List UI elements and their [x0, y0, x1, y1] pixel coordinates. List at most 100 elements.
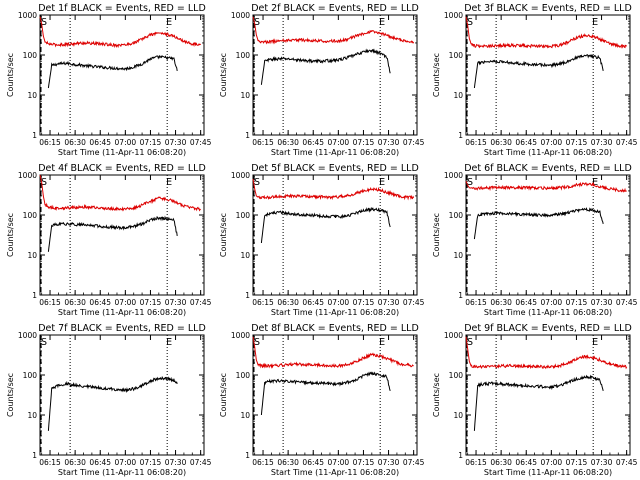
events-series-line [260, 48, 391, 85]
y-tick-label: 1 [245, 451, 250, 460]
plot-frame [252, 14, 418, 136]
x-tick-label: 07:15 [353, 138, 375, 147]
y-tick-label: 1 [458, 451, 463, 460]
end-marker-label: E [592, 337, 598, 348]
x-tick-label: 07:00 [541, 458, 563, 467]
y-tick-label: 10 [240, 91, 250, 100]
x-tick-label: 07:15 [353, 298, 375, 307]
y-tick-label: 10 [453, 411, 463, 420]
x-tick-label: 07:30 [378, 458, 400, 467]
panel-title: Det 1f BLACK = Events, RED = LLD [38, 3, 206, 14]
y-tick-label: 1 [245, 291, 250, 300]
x-tick-label: 06:45 [302, 138, 324, 147]
y-tick-label: 1 [458, 131, 463, 140]
x-tick-label: 06:15 [465, 298, 487, 307]
x-tick-label: 06:30 [277, 298, 299, 307]
x-axis-label: Start Time (11-Apr-11 06:08:20) [484, 148, 612, 157]
x-tick-label: 07:15 [140, 298, 162, 307]
panel-6: Det 6f BLACK = Events, RED = LLD 1 10 100 10… [432, 163, 638, 317]
plot-frame [465, 334, 631, 456]
x-tick-label: 06:30 [277, 138, 299, 147]
x-tick-label: 07:15 [140, 458, 162, 467]
x-tick-label: 07:00 [541, 138, 563, 147]
y-tick-label: 100 [449, 51, 464, 60]
y-tick-label: 1000 [231, 331, 250, 340]
x-tick-label: 06:45 [89, 138, 111, 147]
y-tick-label: 10 [27, 251, 37, 260]
y-tick-label: 100 [449, 371, 464, 380]
y-tick-label: 100 [236, 371, 251, 380]
y-axis-label: Counts/sec [6, 373, 15, 417]
x-axis-label: Start Time (11-Apr-11 06:08:20) [484, 308, 612, 317]
x-tick-label: 07:45 [190, 138, 212, 147]
panel-7: Det 7f BLACK = Events, RED = LLD 1 10 100 10… [6, 323, 212, 477]
panel-8: Det 8f BLACK = Events, RED = LLD 1 10 100 10… [219, 323, 425, 477]
y-tick-label: 100 [23, 211, 38, 220]
y-tick-label: 1000 [18, 331, 37, 340]
x-tick-label: 06:15 [252, 298, 274, 307]
start-marker-label: S [41, 177, 47, 188]
end-marker-label: E [166, 337, 172, 348]
x-tick-label: 06:45 [515, 298, 537, 307]
y-axis-label: Counts/sec [432, 213, 441, 257]
x-axis-label: Start Time (11-Apr-11 06:08:20) [271, 468, 399, 477]
start-marker-label: S [467, 17, 473, 28]
x-tick-label: 07:30 [591, 138, 613, 147]
panel-title: Det 8f BLACK = Events, RED = LLD [251, 323, 419, 334]
events-series-line [47, 375, 178, 431]
x-tick-label: 07:00 [328, 458, 350, 467]
x-tick-label: 06:45 [302, 298, 324, 307]
events-series-line [260, 206, 391, 244]
x-tick-label: 07:00 [115, 138, 137, 147]
y-axis-label: Counts/sec [432, 53, 441, 97]
events-series-line [260, 371, 391, 416]
x-tick-label: 06:45 [89, 298, 111, 307]
x-tick-label: 06:30 [490, 458, 512, 467]
start-marker-label: S [254, 17, 260, 28]
x-axis-label: Start Time (11-Apr-11 06:08:20) [271, 148, 399, 157]
lld-series-line [465, 336, 628, 370]
plot-frame [39, 334, 205, 456]
x-tick-label: 06:30 [64, 138, 86, 147]
end-marker-label: E [166, 17, 172, 28]
x-tick-label: 07:45 [403, 298, 425, 307]
lld-series-line [39, 174, 201, 212]
x-tick-label: 06:15 [39, 138, 61, 147]
x-tick-label: 07:45 [190, 458, 212, 467]
x-tick-label: 07:15 [353, 458, 375, 467]
y-tick-label: 1000 [18, 11, 37, 20]
x-tick-label: 06:45 [515, 458, 537, 467]
end-marker-label: E [592, 17, 598, 28]
lld-series-line [465, 181, 627, 193]
y-tick-label: 100 [236, 211, 251, 220]
y-tick-label: 100 [236, 51, 251, 60]
y-tick-label: 10 [453, 251, 463, 260]
panel-4: Det 4f BLACK = Events, RED = LLD 1 10 100 10… [6, 163, 212, 317]
start-marker-label: S [254, 177, 260, 188]
y-tick-label: 1 [245, 131, 250, 140]
x-tick-label: 06:30 [490, 298, 512, 307]
x-tick-label: 07:30 [591, 458, 613, 467]
plot-frame [465, 14, 631, 136]
x-tick-label: 07:45 [616, 138, 638, 147]
x-tick-label: 07:00 [328, 138, 350, 147]
x-tick-label: 06:30 [64, 298, 86, 307]
end-marker-label: E [379, 17, 385, 28]
x-tick-label: 07:45 [403, 458, 425, 467]
y-tick-label: 10 [240, 251, 250, 260]
events-series-line [47, 215, 178, 252]
panel-5: Det 5f BLACK = Events, RED = LLD 1 10 100 10… [219, 163, 425, 317]
plot-frame [252, 174, 418, 296]
y-tick-label: 1000 [18, 171, 37, 180]
plot-frame [252, 334, 418, 456]
y-tick-label: 10 [27, 411, 37, 420]
events-series-line [47, 54, 178, 89]
x-tick-label: 07:15 [566, 138, 588, 147]
lld-series-line [39, 16, 202, 49]
x-tick-label: 07:15 [140, 138, 162, 147]
start-marker-label: S [41, 337, 47, 348]
y-tick-label: 1000 [231, 11, 250, 20]
end-marker-label: E [166, 177, 172, 188]
panel-title: Det 9f BLACK = Events, RED = LLD [464, 323, 632, 334]
